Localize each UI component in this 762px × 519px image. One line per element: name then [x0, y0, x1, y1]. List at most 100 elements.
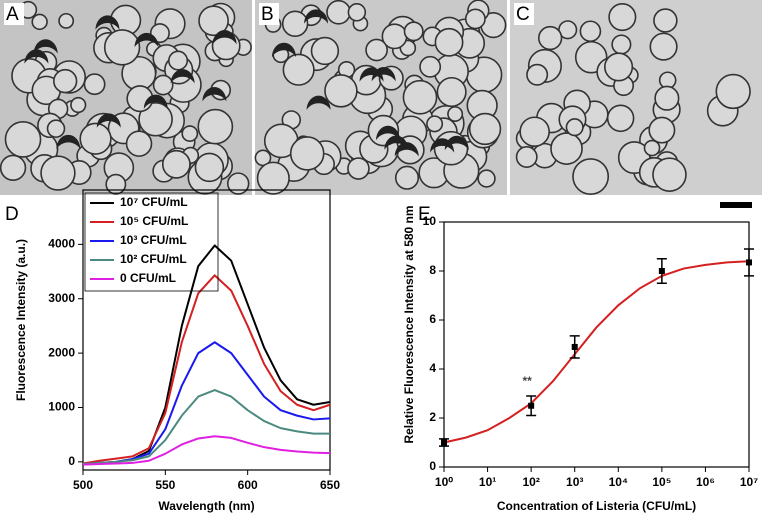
droplet — [281, 10, 309, 37]
scale-bar — [720, 202, 752, 208]
droplet — [403, 21, 424, 42]
crescent — [134, 32, 159, 48]
crescent — [384, 135, 409, 150]
x-axis-title: Concentration of Listeria (CFU/mL) — [497, 499, 696, 513]
panel-label: A — [6, 4, 19, 25]
x-tick-label: 650 — [320, 478, 340, 492]
panel-label: B — [261, 4, 274, 25]
droplet — [79, 122, 112, 155]
y-axis-title: Fluorescence Intensity (a.u.) — [14, 239, 28, 401]
spectrum-line — [82, 341, 331, 466]
droplet — [4, 121, 42, 158]
plot-frame — [82, 189, 331, 471]
crescent — [212, 29, 237, 45]
legend-label: 10⁵ CFU/mL — [120, 214, 188, 228]
droplet — [289, 136, 325, 171]
crescent — [376, 125, 401, 141]
crescent — [394, 142, 419, 157]
droplet — [161, 149, 191, 179]
droplet — [606, 104, 635, 133]
fit-curve — [443, 260, 750, 444]
data-point — [441, 439, 447, 446]
x-tick-label: 10¹ — [479, 475, 496, 489]
x-tick-label: 500 — [73, 478, 93, 492]
droplet — [40, 155, 76, 191]
y-tick-label: 0 — [429, 459, 436, 473]
droplet — [125, 130, 153, 157]
panel-label: D — [5, 204, 19, 225]
droplet — [550, 132, 583, 165]
y-tick-label: 2000 — [48, 345, 75, 359]
data-point — [528, 402, 535, 409]
spectrum-line — [82, 389, 330, 466]
droplet — [643, 139, 661, 157]
y-tick-label: 4000 — [48, 237, 75, 251]
droplet — [653, 8, 678, 33]
legend-label: 10⁷ CFU/mL — [120, 195, 188, 209]
droplet — [138, 101, 173, 137]
crescent — [96, 113, 121, 128]
droplet — [70, 96, 87, 114]
data-point — [746, 259, 752, 266]
droplet — [715, 73, 751, 110]
annotation: ** — [522, 374, 532, 388]
droplet — [434, 27, 464, 57]
legend-label: 10² CFU/mL — [120, 252, 187, 266]
droplet — [468, 112, 502, 146]
droplet — [181, 125, 199, 142]
legend-label: 10³ CFU/mL — [120, 233, 187, 247]
crescent — [306, 95, 331, 110]
x-tick-label: 10⁰ — [435, 475, 453, 489]
panel-label: E — [418, 204, 431, 225]
x-tick-label: 10⁵ — [652, 475, 671, 489]
x-tick-label: 10² — [522, 475, 539, 489]
data-point — [658, 268, 665, 274]
droplet — [324, 74, 358, 108]
crescent — [143, 94, 168, 109]
droplet — [579, 20, 602, 43]
droplet — [652, 157, 687, 192]
droplet — [197, 108, 234, 145]
droplet — [168, 50, 189, 71]
droplet — [394, 165, 420, 190]
droplet — [565, 118, 584, 137]
crescent — [371, 67, 396, 82]
droplet — [198, 5, 229, 37]
y-tick-label: 8 — [429, 263, 436, 277]
data-point — [571, 343, 578, 350]
droplet — [654, 85, 680, 111]
droplet — [46, 119, 66, 138]
crescent — [271, 42, 296, 58]
droplet — [436, 76, 467, 108]
y-tick-label: 3000 — [48, 291, 75, 305]
x-tick-label: 10⁶ — [696, 475, 715, 489]
droplet — [58, 12, 75, 29]
crescent — [444, 135, 469, 151]
legend-label: 0 CFU/mL — [120, 271, 176, 285]
x-axis-title: Wavelength (nm) — [158, 499, 254, 513]
crescent — [24, 49, 49, 64]
crescent — [33, 39, 58, 54]
droplet — [152, 74, 174, 96]
droplet — [31, 13, 48, 31]
y-tick-label: 6 — [429, 312, 436, 326]
label-bg — [259, 3, 279, 25]
x-tick-label: 10⁷ — [740, 475, 758, 489]
droplet — [226, 172, 250, 195]
label-bg — [4, 3, 24, 25]
crescent — [202, 86, 227, 102]
crescent — [95, 15, 120, 30]
y-axis-title: Relative Fluorescence Intensity at 580 n… — [402, 205, 416, 443]
panel-label: C — [516, 4, 530, 25]
droplet — [347, 157, 370, 180]
droplet — [282, 53, 315, 86]
droplet — [53, 68, 78, 94]
label-bg — [514, 3, 534, 25]
x-tick-label: 550 — [155, 478, 175, 492]
droplet — [426, 115, 444, 133]
droplet — [326, 0, 351, 25]
droplet — [649, 32, 678, 61]
droplet — [608, 3, 637, 32]
droplet — [604, 52, 634, 82]
